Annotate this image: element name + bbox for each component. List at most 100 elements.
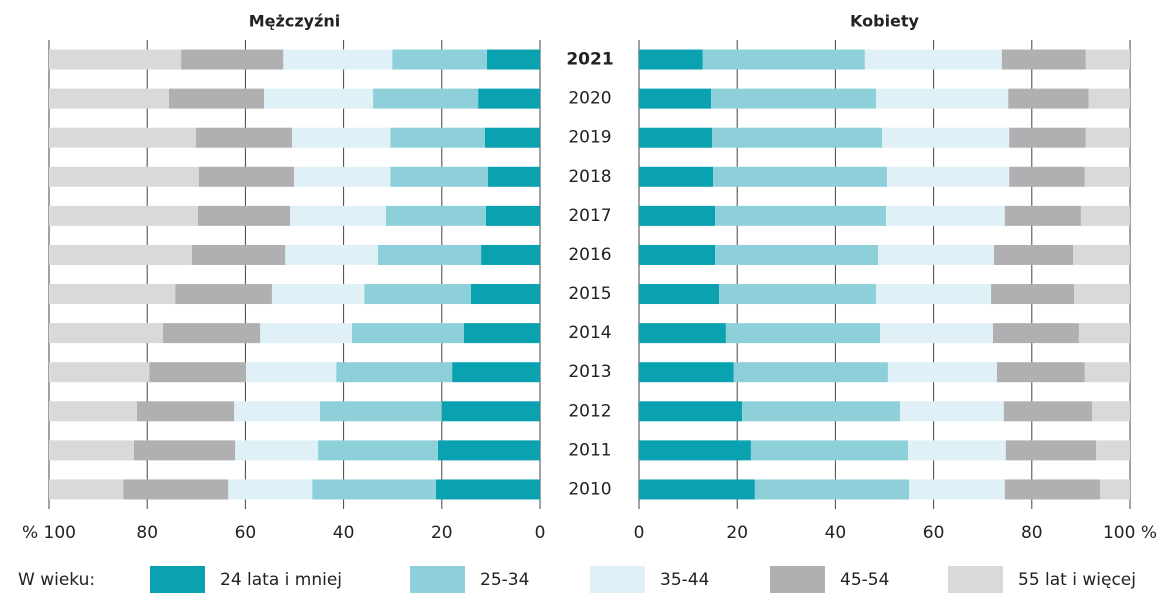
bar-segment (162, 323, 261, 344)
bar-segment (294, 166, 391, 187)
bar-segment (377, 244, 482, 265)
x-tick-label: 60 (235, 523, 257, 543)
bar-segment (887, 362, 997, 383)
bar-segment (49, 323, 163, 344)
bar-segment (1004, 479, 1101, 500)
bar-segment (715, 205, 886, 226)
bar-segment (336, 362, 453, 383)
bar-segment (864, 49, 1002, 70)
bar-segment (390, 166, 488, 187)
bar-segment (1005, 440, 1097, 461)
bar-segment (191, 244, 286, 265)
bar-segment (639, 244, 716, 265)
bar-segment (485, 205, 540, 226)
bar-segment (1092, 401, 1130, 422)
bar-segment (245, 362, 337, 383)
category-label: 2020 (568, 89, 611, 109)
legend-swatch (150, 566, 205, 593)
bar-segment (312, 479, 436, 500)
bar-segment (733, 362, 888, 383)
bar-segment (392, 49, 487, 70)
bar-segment (909, 479, 1005, 500)
bar-segment (49, 440, 134, 461)
bar-segment (908, 440, 1006, 461)
bar-segment (228, 479, 313, 500)
legend-label: 35-44 (660, 570, 709, 590)
x-tick-label: 20 (726, 523, 748, 543)
legend-swatch (770, 566, 825, 593)
bar-segment (290, 205, 386, 226)
bar-segment (1074, 284, 1130, 305)
bar-segment (1073, 244, 1130, 265)
legend-title: W wieku: (18, 570, 95, 590)
legend-swatch (410, 566, 465, 593)
category-label: 2016 (568, 245, 611, 265)
category-label: 2015 (568, 284, 611, 304)
bar-segment (715, 244, 879, 265)
bar-segment (478, 88, 540, 109)
bar-segment (1009, 166, 1085, 187)
x-tick-label: % 100 (22, 523, 76, 543)
bar-segment (49, 284, 176, 305)
bar-segment (351, 323, 464, 344)
bar-segment (197, 205, 291, 226)
bar-segment (435, 479, 540, 500)
bar-segment (1078, 323, 1130, 344)
legend-label: 55 lat i więcej (1018, 570, 1136, 590)
bar-segment (49, 479, 124, 500)
bar-segment (639, 88, 712, 109)
x-tick-label: 100 % (1103, 523, 1157, 543)
bar-segment (1100, 479, 1130, 500)
bar-segment (264, 88, 374, 109)
bar-segment (235, 440, 319, 461)
bar-segment (49, 166, 199, 187)
bar-segment (639, 440, 751, 461)
bar-segment (996, 362, 1085, 383)
legend-label: 45-54 (840, 570, 889, 590)
bar-segment (168, 88, 265, 109)
bar-segment (754, 479, 910, 500)
bar-segment (49, 205, 198, 226)
bar-segment (181, 49, 284, 70)
bar-segment (1080, 205, 1130, 226)
category-label: 2010 (568, 479, 611, 499)
x-tick-label: 40 (825, 523, 847, 543)
bar-segment (1096, 440, 1130, 461)
bar-segment (639, 401, 743, 422)
bar-segment (1004, 205, 1081, 226)
bar-segment (712, 127, 883, 148)
bar-segment (725, 323, 881, 344)
bar-segment (470, 284, 540, 305)
x-tick-label: 0 (535, 523, 546, 543)
bar-segment (385, 205, 486, 226)
category-label: 2012 (568, 401, 611, 421)
bar-segment (742, 401, 901, 422)
bar-segment (639, 205, 716, 226)
bar-segment (49, 244, 192, 265)
bar-segment (271, 284, 365, 305)
bar-segment (487, 166, 540, 187)
bar-segment (49, 362, 150, 383)
bar-segment (750, 440, 909, 461)
panel-title: Mężczyźni (249, 12, 341, 31)
bar-segment (373, 88, 479, 109)
bar-segment (1088, 88, 1130, 109)
bar-segment (49, 401, 137, 422)
bar-segment (900, 401, 1004, 422)
bar-segment (880, 323, 994, 344)
bar-segment (886, 166, 1010, 187)
bar-segment (639, 479, 755, 500)
bar-segment (639, 362, 734, 383)
bar-segment (285, 244, 378, 265)
bar-segment (1009, 127, 1086, 148)
bar-segment (993, 323, 1079, 344)
bar-segment (437, 440, 540, 461)
bar-segment (195, 127, 293, 148)
bar-segment (639, 284, 720, 305)
bar-segment (639, 127, 713, 148)
bar-segment (876, 284, 992, 305)
bar-segment (175, 284, 272, 305)
bar-segment (639, 166, 714, 187)
bar-segment (234, 401, 321, 422)
bar-segment (292, 127, 391, 148)
